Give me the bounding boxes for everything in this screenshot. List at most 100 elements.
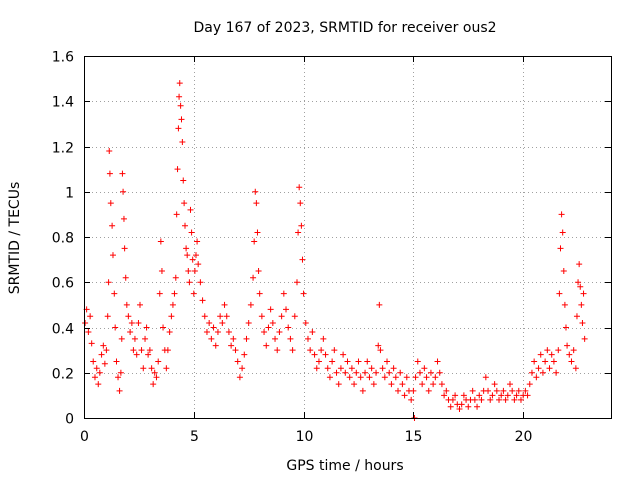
y-tick-label: 1.2 <box>52 141 74 157</box>
y-tick-label: 0.8 <box>52 231 74 247</box>
data-point <box>186 279 193 286</box>
data-point <box>156 290 163 297</box>
data-point <box>340 351 347 358</box>
data-point <box>253 200 260 207</box>
data-point <box>199 297 206 304</box>
grid <box>84 56 611 418</box>
data-point <box>399 381 406 388</box>
x-tick-label: 10 <box>296 429 314 445</box>
data-point <box>258 313 265 320</box>
data-point <box>145 351 152 358</box>
data-point <box>176 93 183 100</box>
data-point <box>101 360 108 367</box>
data-point <box>487 396 494 403</box>
data-point <box>178 116 185 123</box>
data-point <box>324 365 331 372</box>
data-point <box>228 342 235 349</box>
data-point <box>476 392 483 399</box>
data-point <box>388 381 395 388</box>
data-point <box>550 358 557 365</box>
data-point <box>377 347 384 354</box>
data-point <box>482 374 489 381</box>
data-point <box>276 329 283 336</box>
data-point <box>160 324 167 331</box>
data-point <box>274 347 281 354</box>
y-axis-label: SRMTID / TECUs <box>7 182 23 295</box>
data-point <box>93 365 100 372</box>
data-point <box>370 381 377 388</box>
data-point <box>146 347 153 354</box>
data-point <box>515 387 522 394</box>
data-point <box>109 222 116 229</box>
data-point <box>155 358 162 365</box>
data-point <box>106 148 113 155</box>
data-point <box>384 358 391 365</box>
data-point <box>269 319 276 326</box>
data-point <box>254 229 261 236</box>
data-point <box>91 374 98 381</box>
data-point <box>410 387 417 394</box>
data-point <box>293 279 300 286</box>
data-point <box>300 290 307 297</box>
data-point <box>373 369 380 376</box>
data-point <box>187 206 194 213</box>
data-point <box>291 313 298 320</box>
data-point <box>344 358 351 365</box>
data-point <box>289 347 296 354</box>
data-point <box>143 324 150 331</box>
data-point <box>561 301 568 308</box>
data-point <box>542 358 549 365</box>
y-tick-label: 0.2 <box>52 367 74 383</box>
data-point <box>250 274 257 281</box>
data-point <box>469 387 476 394</box>
data-point <box>434 358 441 365</box>
data-point <box>174 166 181 173</box>
data-point <box>119 170 126 177</box>
data-point <box>560 267 567 274</box>
data-point <box>537 351 544 358</box>
data-point <box>177 102 184 109</box>
data-point <box>256 290 263 297</box>
data-point <box>100 342 107 349</box>
data-point <box>491 381 498 388</box>
data-point <box>173 211 180 218</box>
data-point <box>225 329 232 336</box>
data-point <box>107 200 114 207</box>
data-point <box>296 184 303 191</box>
data-point <box>449 396 456 403</box>
data-point <box>116 387 123 394</box>
data-point <box>180 177 187 184</box>
data-point <box>489 392 496 399</box>
data-point <box>127 329 134 336</box>
data-point <box>188 229 195 236</box>
data-point <box>414 358 421 365</box>
data-point <box>401 392 408 399</box>
data-point <box>120 215 127 222</box>
data-point <box>513 392 520 399</box>
data-point <box>297 200 304 207</box>
data-point <box>447 403 454 410</box>
data-point <box>131 335 138 342</box>
data-point <box>184 252 191 259</box>
data-point <box>524 392 531 399</box>
data-point <box>522 387 529 394</box>
data-point <box>166 329 173 336</box>
data-point <box>283 306 290 313</box>
data-point <box>364 358 371 365</box>
data-point <box>183 245 190 252</box>
data-point <box>298 222 305 229</box>
data-point <box>210 324 217 331</box>
data-point <box>526 381 533 388</box>
data-point <box>368 365 375 372</box>
data-point <box>331 347 338 354</box>
data-point <box>342 369 349 376</box>
data-point <box>362 369 369 376</box>
data-point <box>386 369 393 376</box>
data-point <box>217 313 224 320</box>
data-point <box>148 365 155 372</box>
data-point <box>580 290 587 297</box>
data-point <box>105 279 112 286</box>
data-point <box>285 324 292 331</box>
y-tick-label: 0.6 <box>52 276 74 292</box>
data-point <box>118 335 125 342</box>
